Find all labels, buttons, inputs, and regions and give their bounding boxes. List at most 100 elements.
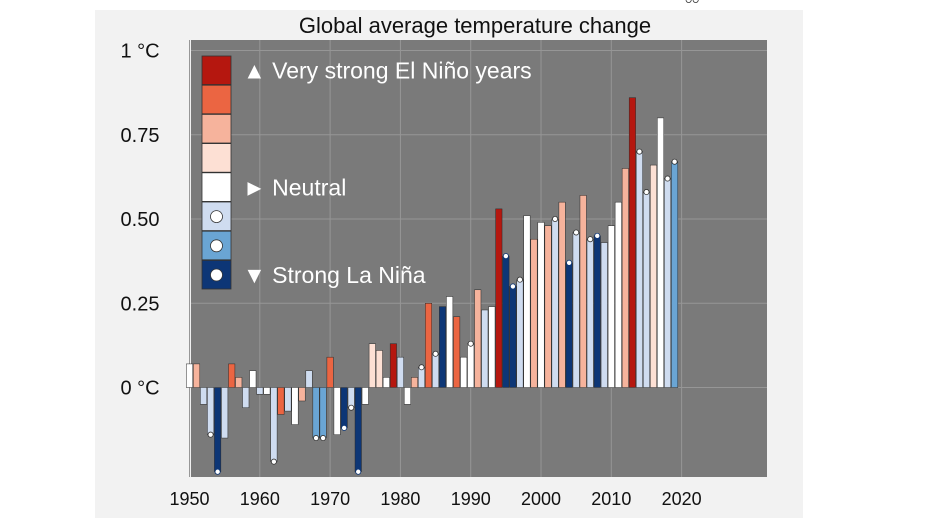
- la-nina-dot: [502, 253, 509, 260]
- bar: [516, 279, 524, 388]
- la-nina-dot: [692, 0, 699, 3]
- bar: [361, 387, 369, 405]
- legend-swatch: [201, 143, 232, 173]
- la-nina-dot: [207, 431, 214, 438]
- y-tick-label: 1 °C: [120, 41, 159, 63]
- bar: [242, 387, 250, 408]
- x-tick-label: 1970: [310, 489, 350, 509]
- legend: ▲ Very strong El Niño years ► Neutral ▼ St…: [201, 55, 532, 290]
- bar: [530, 238, 538, 388]
- bar: [488, 306, 496, 388]
- x-tick-label: 1950: [169, 489, 209, 509]
- x-tick-label: 2010: [591, 489, 631, 509]
- bar: [347, 387, 355, 408]
- la-nina-dot: [320, 435, 327, 442]
- la-nina-dot: [313, 435, 320, 442]
- bar: [319, 387, 327, 439]
- bar: [439, 306, 447, 388]
- la-nina-dot: [270, 458, 277, 465]
- bar: [600, 242, 608, 388]
- bar: [664, 178, 672, 388]
- bar: [671, 161, 679, 388]
- bar: [382, 377, 390, 388]
- bar: [284, 387, 292, 412]
- bars: [186, 0, 699, 475]
- bar: [298, 387, 306, 402]
- bar: [551, 218, 559, 388]
- legend-label: ▼ Strong La Niña: [243, 262, 426, 288]
- la-nina-dot: [594, 232, 601, 239]
- bar: [502, 255, 510, 388]
- legend-dot: [210, 239, 223, 253]
- bar: [628, 97, 636, 388]
- bar: [333, 387, 341, 435]
- bar: [509, 286, 517, 388]
- legend-label: ▲ Very strong El Niño years: [243, 58, 532, 84]
- bar: [446, 296, 454, 388]
- la-nina-dot: [636, 148, 643, 155]
- bar: [537, 222, 545, 388]
- bar: [249, 370, 257, 388]
- legend-dot: [210, 268, 223, 282]
- plot-area: [191, 40, 767, 477]
- bar: [214, 387, 222, 472]
- x-tick-label: 1960: [240, 489, 280, 509]
- bar: [657, 117, 664, 388]
- bar: [291, 387, 299, 425]
- bar: [579, 195, 587, 388]
- bar: [263, 387, 271, 395]
- la-nina-dot: [341, 424, 348, 431]
- bar: [403, 387, 411, 405]
- bar: [368, 343, 376, 388]
- bar: [453, 316, 461, 388]
- bar: [418, 367, 425, 388]
- bar: [607, 225, 615, 388]
- legend-dot: [210, 210, 223, 224]
- la-nina-dot: [587, 236, 594, 243]
- bar: [481, 309, 489, 388]
- bar: [635, 151, 643, 388]
- bar: [586, 238, 594, 388]
- bar: [186, 363, 193, 388]
- y-tick-label: 0.25: [121, 293, 160, 315]
- legend-swatch: [201, 172, 232, 202]
- x-tick-label: 1990: [451, 489, 491, 509]
- la-nina-dot: [348, 404, 355, 411]
- x-tick-label: 2000: [521, 489, 561, 509]
- x-tick-label: 1980: [380, 489, 420, 509]
- la-nina-dot: [643, 189, 650, 196]
- bar: [305, 370, 313, 388]
- la-nina-dot: [418, 364, 425, 371]
- bar: [495, 208, 503, 388]
- bar: [396, 356, 404, 388]
- bar: [193, 363, 201, 388]
- x-axis-ticks: 1950 1960 1970 1980 1990 2000 2010 2020: [169, 489, 701, 509]
- bar: [221, 387, 229, 439]
- bar: [200, 387, 208, 405]
- legend-swatch: [201, 114, 232, 144]
- bar: [565, 262, 573, 388]
- bar: [235, 377, 243, 388]
- bar: [326, 356, 334, 388]
- bar: [544, 225, 552, 388]
- la-nina-dot: [355, 468, 362, 475]
- bar: [270, 387, 278, 462]
- y-tick-label: 0 °C: [120, 378, 159, 400]
- bar: [467, 343, 475, 388]
- bar: [411, 377, 418, 388]
- la-nina-dot: [685, 0, 692, 3]
- la-nina-dot: [664, 175, 671, 182]
- legend-label: ► Neutral: [243, 174, 346, 200]
- bar: [340, 387, 348, 429]
- la-nina-dot: [566, 259, 573, 266]
- bar: [277, 387, 285, 415]
- la-nina-dot: [516, 276, 523, 283]
- legend-swatch: [201, 84, 232, 115]
- bar: [256, 387, 264, 395]
- bar: [432, 353, 440, 388]
- y-axis-ticks: 0 °C 0.25 0.50 0.75 1 °C: [120, 41, 159, 400]
- la-nina-dot: [573, 229, 580, 236]
- bar: [389, 343, 397, 388]
- bar: [558, 201, 566, 388]
